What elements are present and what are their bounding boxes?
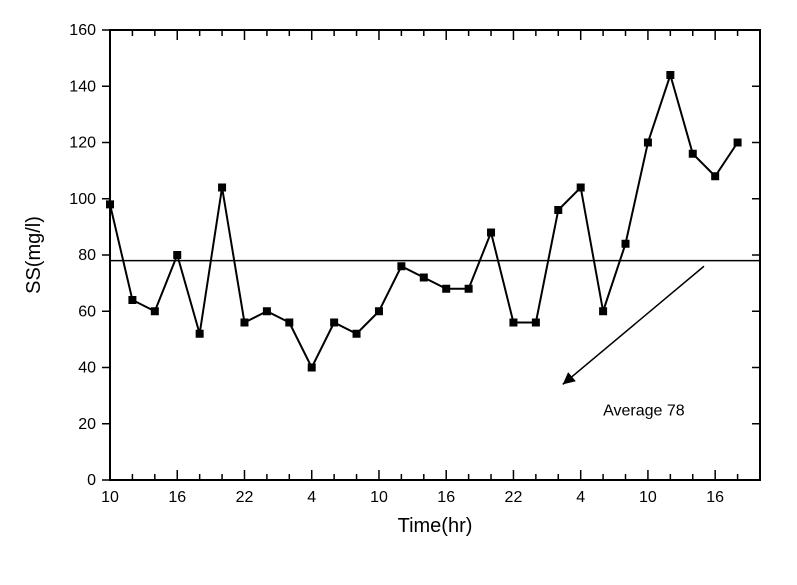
chart-svg: 0 20 40 60 80 100 120 140 160 10 16 22 4 10 16 22 4 10 16 A… (0, 0, 797, 585)
x-tick-label: 16 (168, 489, 186, 506)
x-tick-label: 10 (639, 489, 657, 506)
data-marker (689, 150, 696, 157)
data-marker (712, 173, 719, 180)
chart-container: 0 20 40 60 80 100 120 140 160 10 16 22 4 10 16 22 4 10 16 A… (0, 0, 797, 585)
data-marker (644, 139, 651, 146)
x-axis-label: Time(hr) (398, 515, 473, 537)
y-tick-label: 100 (69, 191, 96, 208)
x-tick-label: 10 (370, 489, 388, 506)
data-marker (577, 184, 584, 191)
data-marker (241, 319, 248, 326)
data-marker (219, 184, 226, 191)
data-marker (734, 139, 741, 146)
data-marker (263, 308, 270, 315)
y-tick-label: 120 (69, 135, 96, 152)
data-marker (488, 229, 495, 236)
y-tick-label: 60 (78, 303, 96, 320)
data-marker (196, 330, 203, 337)
data-marker (510, 319, 517, 326)
x-tick-label: 22 (236, 489, 254, 506)
data-marker (600, 308, 607, 315)
x-tick-label: 4 (307, 489, 316, 506)
data-marker (398, 263, 405, 270)
x-tick-label: 22 (505, 489, 523, 506)
data-marker (151, 308, 158, 315)
data-marker (129, 297, 136, 304)
data-marker (286, 319, 293, 326)
data-marker (308, 364, 315, 371)
data-marker (375, 308, 382, 315)
data-marker (532, 319, 539, 326)
data-marker (107, 201, 114, 208)
data-marker (420, 274, 427, 281)
data-marker (622, 240, 629, 247)
x-tick-label: 16 (706, 489, 724, 506)
data-marker (331, 319, 338, 326)
y-tick-label: 160 (69, 22, 96, 39)
data-marker (465, 285, 472, 292)
data-marker (174, 252, 181, 259)
x-tick-label: 4 (576, 489, 585, 506)
y-axis-label: SS(mg/l) (23, 216, 45, 294)
y-tick-label: 20 (78, 416, 96, 433)
y-tick-label: 40 (78, 360, 96, 377)
data-marker (667, 72, 674, 79)
x-tick-label: 10 (101, 489, 119, 506)
data-marker (443, 285, 450, 292)
data-marker (555, 207, 562, 214)
annotation-label: Average 78 (603, 402, 685, 419)
y-tick-label: 80 (78, 247, 96, 264)
data-marker (353, 330, 360, 337)
y-tick-label: 140 (69, 78, 96, 95)
y-tick-label: 0 (87, 472, 96, 489)
x-tick-label: 16 (437, 489, 455, 506)
